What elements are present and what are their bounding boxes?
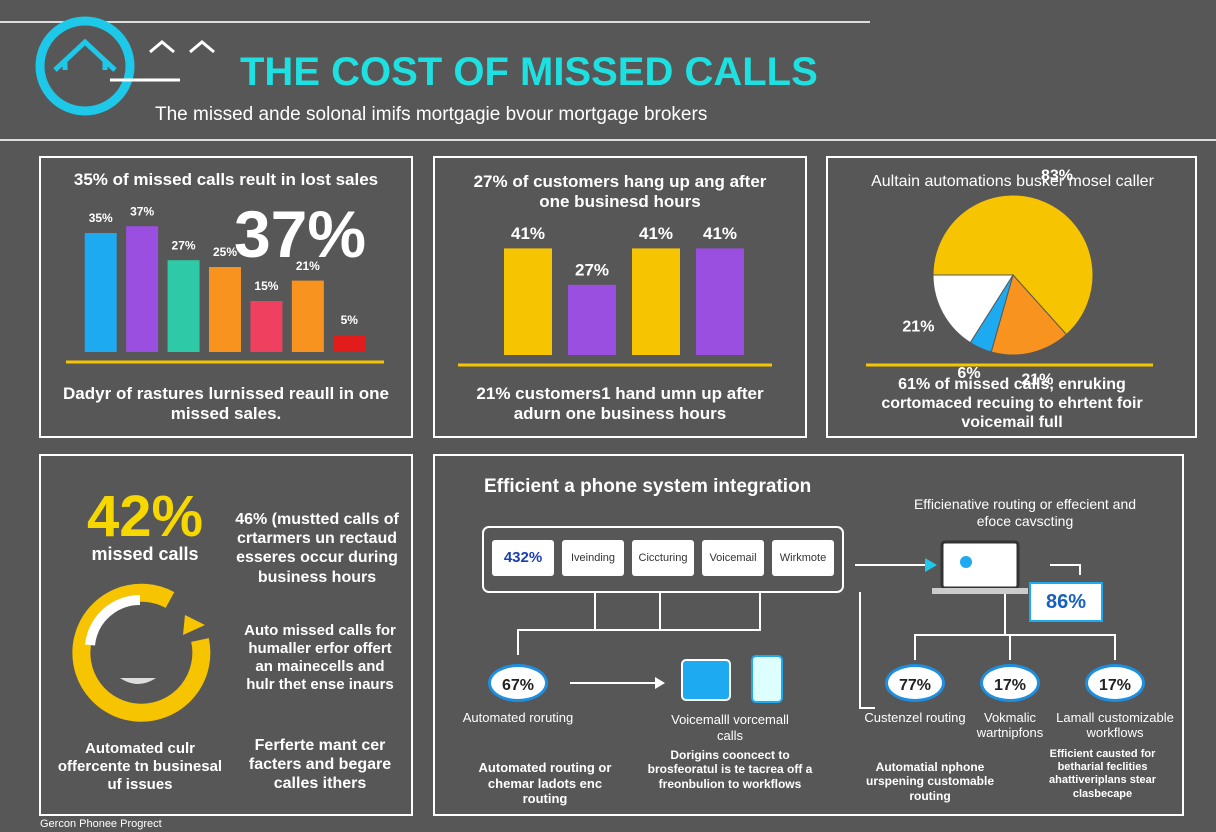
chart-title: 35% of missed calls reult in lost sales	[73, 170, 379, 189]
baselines	[66, 360, 1153, 367]
laptop-base	[932, 588, 1028, 594]
caption: Automated culr offercente tn businesal u…	[57, 740, 223, 793]
tabs: 432% Iveinding Ciccturing Voicemail Wirkmote	[492, 540, 834, 576]
voicemail-label: Voicemalll vorcemall calls	[671, 712, 789, 743]
value-label: 6%	[957, 365, 980, 382]
bar	[167, 260, 200, 352]
panels	[39, 156, 1197, 816]
caption: Ferferte mant cer facters and begare cal…	[248, 737, 392, 793]
voicemail-icon	[681, 659, 731, 701]
pie-slice	[990, 273, 1068, 356]
connectors	[517, 564, 1116, 709]
bar	[209, 267, 241, 352]
value-label: 27%	[172, 238, 196, 252]
stat: 42%	[86, 484, 204, 549]
value-label: 5%	[341, 313, 359, 327]
value-label: 27%	[575, 260, 609, 279]
value-label: 41%	[511, 224, 545, 243]
node-label: Automated roruting	[462, 710, 574, 725]
node-label: Lamall customizable workflows	[1056, 710, 1174, 740]
node-value: 17%	[980, 664, 1040, 702]
caption: Efficient causted for betharial feclitie…	[1049, 748, 1156, 800]
text: 46% (mustted calls of crtarmers un recta…	[235, 511, 399, 586]
bar	[291, 280, 324, 352]
chart-title: 27% of customers hang up ang after one b…	[473, 172, 767, 212]
title: THE COST OF MISSED CALLS	[240, 50, 818, 94]
tab: Ciccturing	[632, 540, 694, 576]
node-label: Custenzel routing	[864, 710, 966, 725]
laptop-icon	[960, 556, 972, 568]
gauge	[85, 594, 141, 646]
bar	[632, 248, 680, 355]
value-label: 83%	[1041, 168, 1073, 185]
value-label: 21%	[902, 318, 934, 335]
logo-house	[53, 38, 117, 72]
bar	[84, 233, 117, 352]
panel-title: Efficient a phone system integration	[484, 476, 812, 497]
tab: 432%	[492, 540, 554, 576]
chart-note: 21% customers1 hand umn up after adurn o…	[476, 384, 764, 424]
tab: Iveinding	[562, 540, 624, 576]
chart-note: Dadyr of rastures lurnissed reaull in on…	[63, 384, 389, 424]
value-label: 37%	[130, 204, 154, 218]
gauge-arrow	[183, 615, 205, 635]
chart-note: 61% of missed calls, enruking cortomaced…	[881, 376, 1143, 432]
tab: Wirkmote	[772, 540, 834, 576]
laptop-stat: 86%	[1045, 591, 1087, 613]
caption: Automated routing or chemar ladots enc r…	[478, 760, 612, 807]
value-label: 35%	[89, 211, 113, 225]
node-value: 67%	[488, 664, 548, 702]
caption: Dorigins cooncect to brosfeoratul is te …	[647, 748, 813, 791]
node-value: 77%	[885, 664, 945, 702]
arrow-head	[925, 558, 937, 572]
value-label: 41%	[703, 224, 737, 243]
node-value: 17%	[1085, 664, 1145, 702]
footer: Gercon Phonee Progrect	[40, 818, 162, 830]
pie-slice	[932, 194, 1094, 336]
bar	[568, 284, 616, 355]
value-label: 25%	[213, 245, 237, 259]
value-label: 15%	[254, 279, 278, 293]
gauge-face	[120, 678, 156, 684]
big-stat: 37%	[233, 197, 367, 271]
arrow-head	[655, 677, 665, 689]
bar	[333, 335, 366, 352]
routing-title: Efficienative routing or effecient and e…	[913, 496, 1137, 529]
text: Auto missed calls for humaller erfor off…	[244, 622, 396, 693]
chart-title: Aultain automations busker mosel caller	[871, 173, 1154, 190]
value-label: 21%	[296, 259, 320, 273]
bar	[696, 248, 744, 355]
tab: Voicemail	[702, 540, 764, 576]
gauge	[72, 583, 211, 722]
bar	[126, 226, 159, 352]
logo-icons	[110, 40, 215, 82]
laptop	[940, 540, 1020, 590]
subtitle: The missed ande solonal imifs mortgagie …	[155, 104, 708, 125]
pie-slice	[932, 274, 1014, 344]
bar	[250, 301, 283, 352]
logo-ring	[35, 16, 135, 116]
stat-box	[1029, 582, 1103, 622]
phone-icon	[751, 655, 783, 703]
bar	[504, 248, 552, 355]
caption: Automatial nphone urspening customable r…	[865, 760, 995, 803]
tab-strip	[482, 526, 844, 593]
value-label: 41%	[639, 224, 673, 243]
node-label: Vokmalic wartnipfons	[976, 710, 1044, 740]
stat-label: missed calls	[91, 544, 199, 564]
value-label: 21%	[1021, 371, 1053, 388]
